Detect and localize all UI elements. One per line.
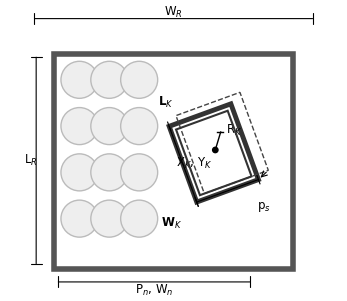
Circle shape [61,107,98,144]
Circle shape [121,107,158,144]
Polygon shape [169,104,259,202]
Bar [54,54,293,269]
Text: W$_R$: W$_R$ [164,5,183,20]
Circle shape [91,200,128,237]
Text: R$_K$: R$_K$ [226,123,242,138]
Circle shape [121,154,158,191]
Circle shape [91,61,128,98]
Text: P$_n$, W$_n$: P$_n$, W$_n$ [135,283,174,298]
Circle shape [121,200,158,237]
Circle shape [213,147,218,153]
Text: L$_K$: L$_K$ [158,95,174,110]
Circle shape [91,107,128,144]
Circle shape [121,61,158,98]
Circle shape [91,154,128,191]
Text: X$_K$, Y$_K$: X$_K$, Y$_K$ [176,156,213,171]
Circle shape [61,61,98,98]
Circle shape [61,200,98,237]
Circle shape [61,154,98,191]
Text: p$_s$: p$_s$ [257,200,271,214]
Text: L$_R$: L$_R$ [24,153,37,168]
Text: W$_K$: W$_K$ [161,216,183,231]
